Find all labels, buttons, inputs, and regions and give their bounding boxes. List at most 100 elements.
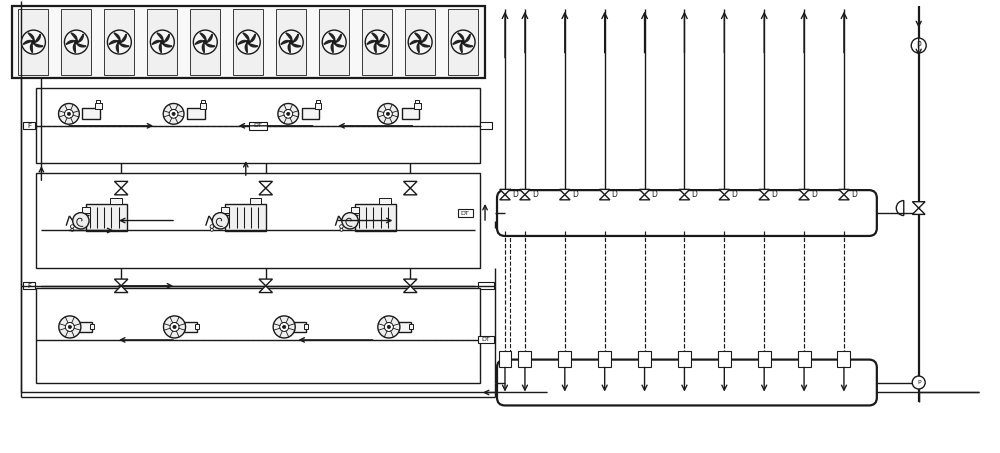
Polygon shape <box>121 34 126 42</box>
Circle shape <box>67 112 71 116</box>
Bar <box>478 282 494 289</box>
Circle shape <box>118 40 121 43</box>
Text: D: D <box>532 190 538 199</box>
Polygon shape <box>78 34 83 42</box>
Polygon shape <box>520 189 530 195</box>
Text: DT: DT <box>482 337 490 342</box>
Polygon shape <box>639 195 650 200</box>
Polygon shape <box>259 181 272 188</box>
Text: D: D <box>811 190 817 199</box>
Bar <box>355 204 396 231</box>
Circle shape <box>322 30 346 54</box>
Polygon shape <box>250 34 255 42</box>
Circle shape <box>170 323 179 332</box>
Polygon shape <box>286 33 292 40</box>
Bar <box>225 204 266 231</box>
Bar <box>36 288 480 382</box>
FancyBboxPatch shape <box>497 190 877 236</box>
Bar <box>362 9 392 76</box>
Polygon shape <box>404 279 417 286</box>
Polygon shape <box>560 195 570 200</box>
Text: D: D <box>572 190 578 199</box>
Polygon shape <box>422 34 427 42</box>
Bar <box>478 337 494 343</box>
Polygon shape <box>839 195 849 200</box>
Circle shape <box>210 225 214 228</box>
Bar <box>23 122 35 129</box>
Circle shape <box>290 40 293 43</box>
Circle shape <box>65 323 74 332</box>
Polygon shape <box>73 43 75 53</box>
Bar <box>499 351 511 366</box>
Bar <box>61 9 91 76</box>
Bar <box>86 204 127 231</box>
Bar <box>104 9 134 76</box>
Polygon shape <box>679 189 690 195</box>
Circle shape <box>376 40 379 43</box>
Polygon shape <box>324 40 333 44</box>
Polygon shape <box>28 33 34 40</box>
Circle shape <box>340 228 343 231</box>
Polygon shape <box>66 40 75 44</box>
Bar <box>798 351 811 366</box>
Polygon shape <box>202 43 204 53</box>
Polygon shape <box>288 43 290 53</box>
Polygon shape <box>281 40 290 44</box>
Polygon shape <box>245 43 247 53</box>
Circle shape <box>163 103 184 124</box>
Bar <box>395 322 411 332</box>
Polygon shape <box>759 189 769 195</box>
Polygon shape <box>206 43 215 47</box>
Circle shape <box>173 325 176 328</box>
Polygon shape <box>259 188 272 195</box>
Text: DT: DT <box>461 211 469 216</box>
Circle shape <box>283 325 286 328</box>
Bar <box>414 103 421 109</box>
Bar <box>12 6 485 78</box>
Circle shape <box>273 316 295 338</box>
Circle shape <box>68 325 71 328</box>
Polygon shape <box>164 34 169 42</box>
Bar <box>415 100 419 103</box>
Polygon shape <box>71 33 77 40</box>
Polygon shape <box>421 43 430 47</box>
Circle shape <box>408 30 432 54</box>
Circle shape <box>378 103 398 124</box>
Circle shape <box>59 103 79 124</box>
Polygon shape <box>912 202 925 208</box>
Circle shape <box>284 110 293 118</box>
Polygon shape <box>599 195 610 200</box>
Bar <box>250 198 261 204</box>
Text: D: D <box>652 190 657 199</box>
Polygon shape <box>500 195 510 200</box>
Bar <box>147 9 177 76</box>
Polygon shape <box>120 43 129 47</box>
Polygon shape <box>157 33 163 40</box>
Bar <box>187 108 205 120</box>
Polygon shape <box>336 34 341 42</box>
Polygon shape <box>114 279 128 286</box>
Bar <box>190 9 220 76</box>
Bar <box>110 198 122 204</box>
Polygon shape <box>464 43 473 47</box>
Polygon shape <box>799 189 809 195</box>
Polygon shape <box>114 181 128 188</box>
Circle shape <box>287 112 290 116</box>
Bar <box>351 207 359 212</box>
Polygon shape <box>292 43 301 47</box>
Polygon shape <box>34 43 43 47</box>
Circle shape <box>70 225 74 228</box>
Circle shape <box>342 212 358 229</box>
Polygon shape <box>259 279 272 286</box>
Text: P: P <box>917 380 921 385</box>
Bar <box>379 198 391 204</box>
Polygon shape <box>238 40 247 44</box>
Circle shape <box>169 110 178 118</box>
Polygon shape <box>374 43 376 53</box>
Polygon shape <box>259 286 272 293</box>
Bar <box>678 351 691 366</box>
Bar <box>409 324 413 328</box>
Bar <box>82 207 90 212</box>
Circle shape <box>247 40 250 43</box>
Bar <box>598 351 611 366</box>
